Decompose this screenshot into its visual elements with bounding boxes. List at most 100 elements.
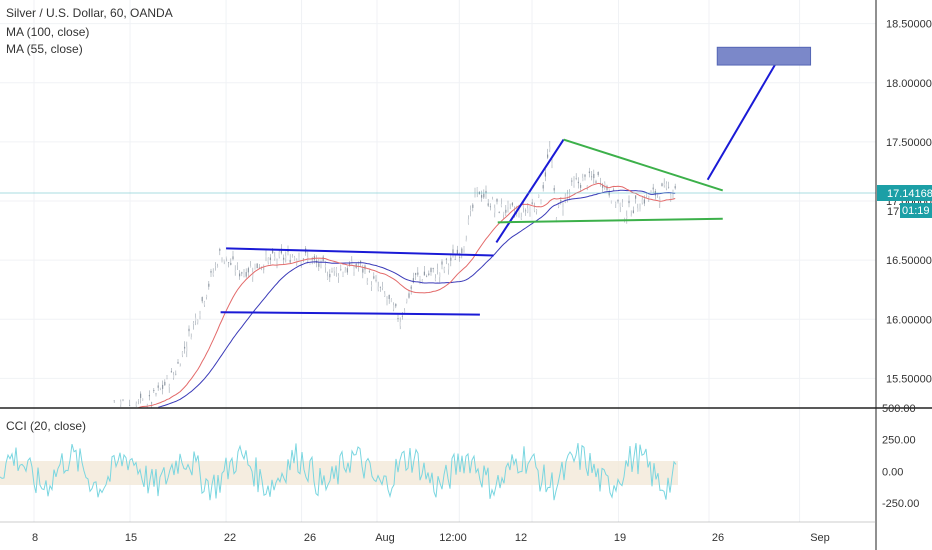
candle-body: [274, 256, 276, 259]
symbol-legend[interactable]: Silver / U.S. Dollar, 60, OANDA: [6, 6, 173, 20]
candle-body: [228, 262, 230, 263]
cci-line: [0, 443, 677, 501]
candle-body: [397, 318, 399, 320]
candle-body: [241, 272, 243, 274]
candle-body: [500, 203, 502, 207]
candle-body: [626, 215, 628, 219]
last-price-badge: 17.14168 17 01:19: [877, 185, 932, 218]
candle-body: [542, 185, 544, 189]
candle-body: [375, 279, 377, 281]
grid-lines: [0, 0, 876, 522]
candle-body: [153, 390, 155, 392]
wedge-top-line: [563, 138, 724, 192]
candle-body: [346, 268, 348, 273]
candle-body: [142, 398, 144, 400]
candle-body: [582, 177, 584, 182]
candle-body: [263, 268, 265, 270]
candle-body: [285, 256, 287, 259]
candle-body: [652, 187, 654, 190]
time-tick-label: 15: [125, 532, 137, 544]
candle-body: [483, 193, 485, 198]
candle-body: [236, 264, 238, 266]
ma55-legend[interactable]: MA (55, close): [6, 42, 83, 56]
candle-body: [349, 262, 351, 266]
candle-body: [234, 270, 236, 272]
candle-body: [584, 174, 586, 177]
last-price-level: 17: [887, 206, 899, 218]
candle-body: [201, 297, 203, 302]
candle-body: [322, 256, 324, 262]
candle-body: [437, 269, 439, 270]
candle-body: [419, 276, 421, 280]
candle-body: [338, 275, 340, 278]
candle-body: [494, 207, 496, 213]
candle-body: [170, 371, 172, 373]
channel-top-line: [226, 247, 494, 257]
price-tick-label: 17.50000: [886, 137, 932, 149]
candle-body: [489, 206, 491, 208]
candle-body: [577, 181, 579, 184]
cci-tick-label: -250.00: [882, 498, 919, 510]
candle-body: [256, 263, 258, 269]
ma100-legend[interactable]: MA (100, close): [6, 25, 90, 39]
wedge-bottom-line: [497, 217, 723, 224]
candle-body: [203, 301, 205, 306]
candle-body: [393, 305, 395, 310]
candle-body: [239, 273, 241, 277]
candle-body: [591, 176, 593, 178]
candle-body: [459, 257, 461, 258]
candle-body: [280, 248, 282, 254]
candle-body: [265, 255, 267, 258]
candle-body: [151, 402, 153, 404]
candle-body: [632, 210, 634, 213]
candle-body: [252, 272, 254, 277]
candle-body: [472, 204, 474, 208]
candle-body: [450, 257, 452, 261]
candle-body: [637, 208, 639, 212]
candle-body: [168, 385, 170, 388]
cci-axis-labels: -250.00 0.00 250.00 500.00: [882, 403, 919, 510]
candle-body: [395, 303, 397, 307]
candle-body: [214, 264, 216, 266]
candle-body: [522, 205, 524, 208]
candle-body: [672, 191, 674, 194]
candle-body: [159, 388, 161, 390]
candle-body: [536, 209, 538, 212]
candle-body: [377, 286, 379, 290]
candle-body: [406, 298, 408, 303]
trend-drawings[interactable]: [220, 46, 812, 316]
price-tick-label: 16.50000: [886, 255, 932, 267]
cci-legend[interactable]: CCI (20, close): [6, 419, 87, 433]
candle-body: [122, 399, 124, 401]
price-candles: [113, 140, 676, 408]
candle-body: [443, 268, 445, 271]
channel-bottom-line: [220, 311, 480, 316]
candle-body: [199, 313, 201, 317]
price-tick-label: 15.50000: [886, 373, 932, 385]
candle-body: [208, 283, 210, 287]
candle-body: [219, 248, 221, 251]
candle-body: [648, 196, 650, 199]
candle-body: [540, 201, 542, 205]
candle-body: [181, 351, 183, 356]
candle-body: [217, 266, 219, 267]
candle-body: [190, 337, 192, 339]
candle-body: [646, 194, 648, 197]
candle-body: [353, 268, 355, 273]
candle-body: [155, 393, 157, 395]
candle-body: [588, 171, 590, 174]
candle-body: [230, 262, 232, 265]
candle-body: [492, 198, 494, 200]
candle-body: [302, 258, 304, 260]
candle-body: [250, 265, 252, 267]
candle-body: [566, 194, 568, 197]
candle-body: [525, 210, 527, 212]
candle-body: [639, 208, 641, 212]
candle-body: [333, 267, 335, 272]
candle-body: [434, 278, 436, 281]
candle-body: [465, 239, 467, 242]
candle-body: [278, 251, 280, 257]
candle-body: [404, 310, 406, 313]
candle-body: [382, 286, 384, 288]
